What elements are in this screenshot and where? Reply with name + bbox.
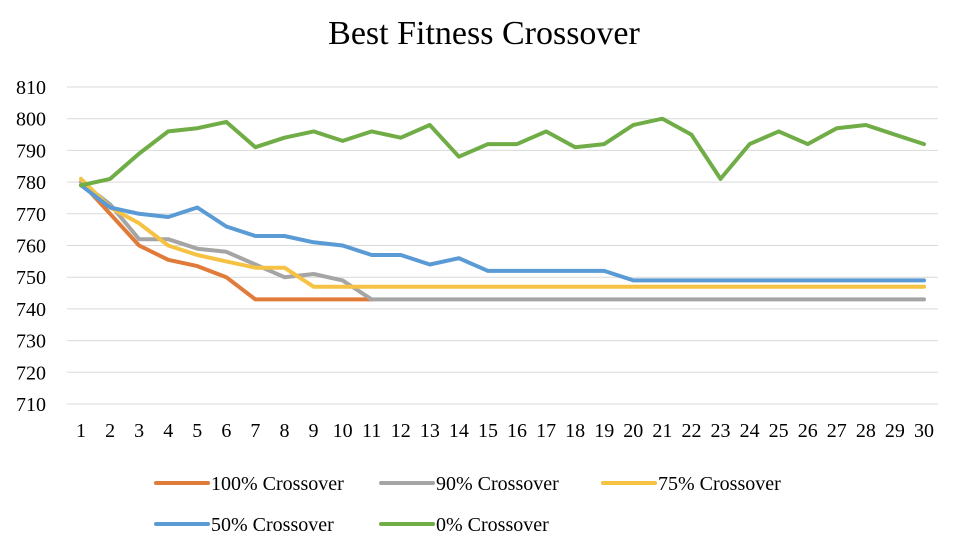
y-tick-label: 760 (16, 236, 46, 258)
y-tick-label: 800 (16, 109, 46, 131)
legend-label: 75% Crossover (658, 473, 781, 495)
legend: 100% Crossover 90% Crossover 75% Crossover… (154, 473, 781, 536)
legend-item: 0% Crossover (379, 514, 549, 536)
y-tick-label: 750 (16, 267, 46, 289)
series-lines (79, 116, 926, 302)
x-tick-label: 3 (134, 420, 144, 442)
x-tick-label: 25 (769, 420, 789, 442)
series-line-50-crossover (79, 183, 926, 283)
x-tick-label: 16 (507, 420, 527, 442)
x-tick-label: 7 (250, 420, 260, 442)
legend-item: 75% Crossover (601, 473, 781, 495)
x-tick-label: 11 (362, 420, 381, 442)
x-tick-label: 22 (681, 420, 701, 442)
x-tick-label: 6 (221, 420, 231, 442)
legend-label: 50% Crossover (211, 514, 334, 536)
y-tick-label: 770 (16, 204, 46, 226)
x-tick-label: 17 (536, 420, 556, 442)
x-tick-label: 5 (192, 420, 202, 442)
chart-title: Best Fitness Crossover (328, 15, 640, 52)
y-tick-label: 730 (16, 331, 46, 353)
y-tick-label: 710 (16, 394, 46, 416)
x-tick-label: 2 (105, 420, 115, 442)
x-tick-label: 28 (856, 420, 876, 442)
y-tick-label: 810 (16, 77, 46, 99)
series-line-75-crossover (79, 176, 926, 289)
y-tick-label: 780 (16, 172, 46, 194)
x-tick-label: 18 (565, 420, 585, 442)
series-line-90-crossover (79, 180, 926, 302)
x-tick-label: 24 (740, 420, 760, 442)
x-tick-label: 14 (449, 420, 469, 442)
x-tick-label: 26 (798, 420, 818, 442)
x-axis-ticks: 1 2 3 4 5 6 7 8 9 10 11 12 13 14 15 16 17 18 19 20 21 22 23 24 2… (76, 420, 934, 442)
x-tick-label: 23 (711, 420, 731, 442)
x-tick-label: 4 (163, 420, 173, 442)
legend-label: 90% Crossover (436, 473, 559, 495)
y-tick-label: 720 (16, 362, 46, 384)
y-axis-ticks: 710 720 730 740 750 760 770 780 790 800 810 (16, 77, 46, 416)
x-tick-label: 20 (623, 420, 643, 442)
legend-item: 90% Crossover (379, 473, 559, 495)
x-tick-label: 9 (309, 420, 319, 442)
x-tick-label: 30 (914, 420, 934, 442)
x-tick-label: 10 (333, 420, 353, 442)
x-tick-label: 8 (279, 420, 289, 442)
legend-label: 100% Crossover (211, 473, 344, 495)
legend-item: 100% Crossover (154, 473, 344, 495)
x-tick-label: 12 (391, 420, 411, 442)
series-line-100-crossover (79, 180, 374, 302)
x-tick-label: 27 (827, 420, 847, 442)
x-tick-label: 21 (652, 420, 672, 442)
y-tick-label: 790 (16, 140, 46, 162)
series-line-0-crossover (79, 116, 926, 188)
gridlines (67, 86, 938, 405)
x-tick-label: 19 (594, 420, 614, 442)
x-tick-label: 29 (885, 420, 905, 442)
x-tick-label: 1 (76, 420, 86, 442)
y-tick-label: 740 (16, 299, 46, 321)
x-tick-label: 15 (478, 420, 498, 442)
legend-label: 0% Crossover (436, 514, 549, 536)
x-tick-label: 13 (420, 420, 440, 442)
legend-item: 50% Crossover (154, 514, 334, 536)
